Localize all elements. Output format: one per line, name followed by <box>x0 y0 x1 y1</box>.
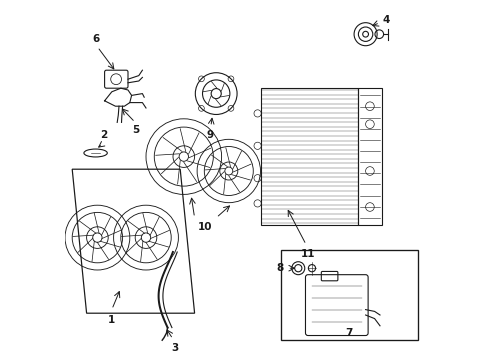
Text: 7: 7 <box>345 328 352 338</box>
Text: 3: 3 <box>171 343 178 353</box>
Bar <box>261 88 358 225</box>
Text: 9: 9 <box>206 130 213 140</box>
Text: 2: 2 <box>100 130 107 140</box>
Text: 4: 4 <box>383 15 390 25</box>
Text: 10: 10 <box>198 222 213 233</box>
Text: 5: 5 <box>133 125 140 135</box>
Text: 1: 1 <box>108 315 116 325</box>
Bar <box>358 88 382 225</box>
Bar <box>281 250 418 340</box>
Text: 11: 11 <box>301 249 315 259</box>
Text: 8: 8 <box>276 263 283 273</box>
Text: 6: 6 <box>92 34 99 44</box>
